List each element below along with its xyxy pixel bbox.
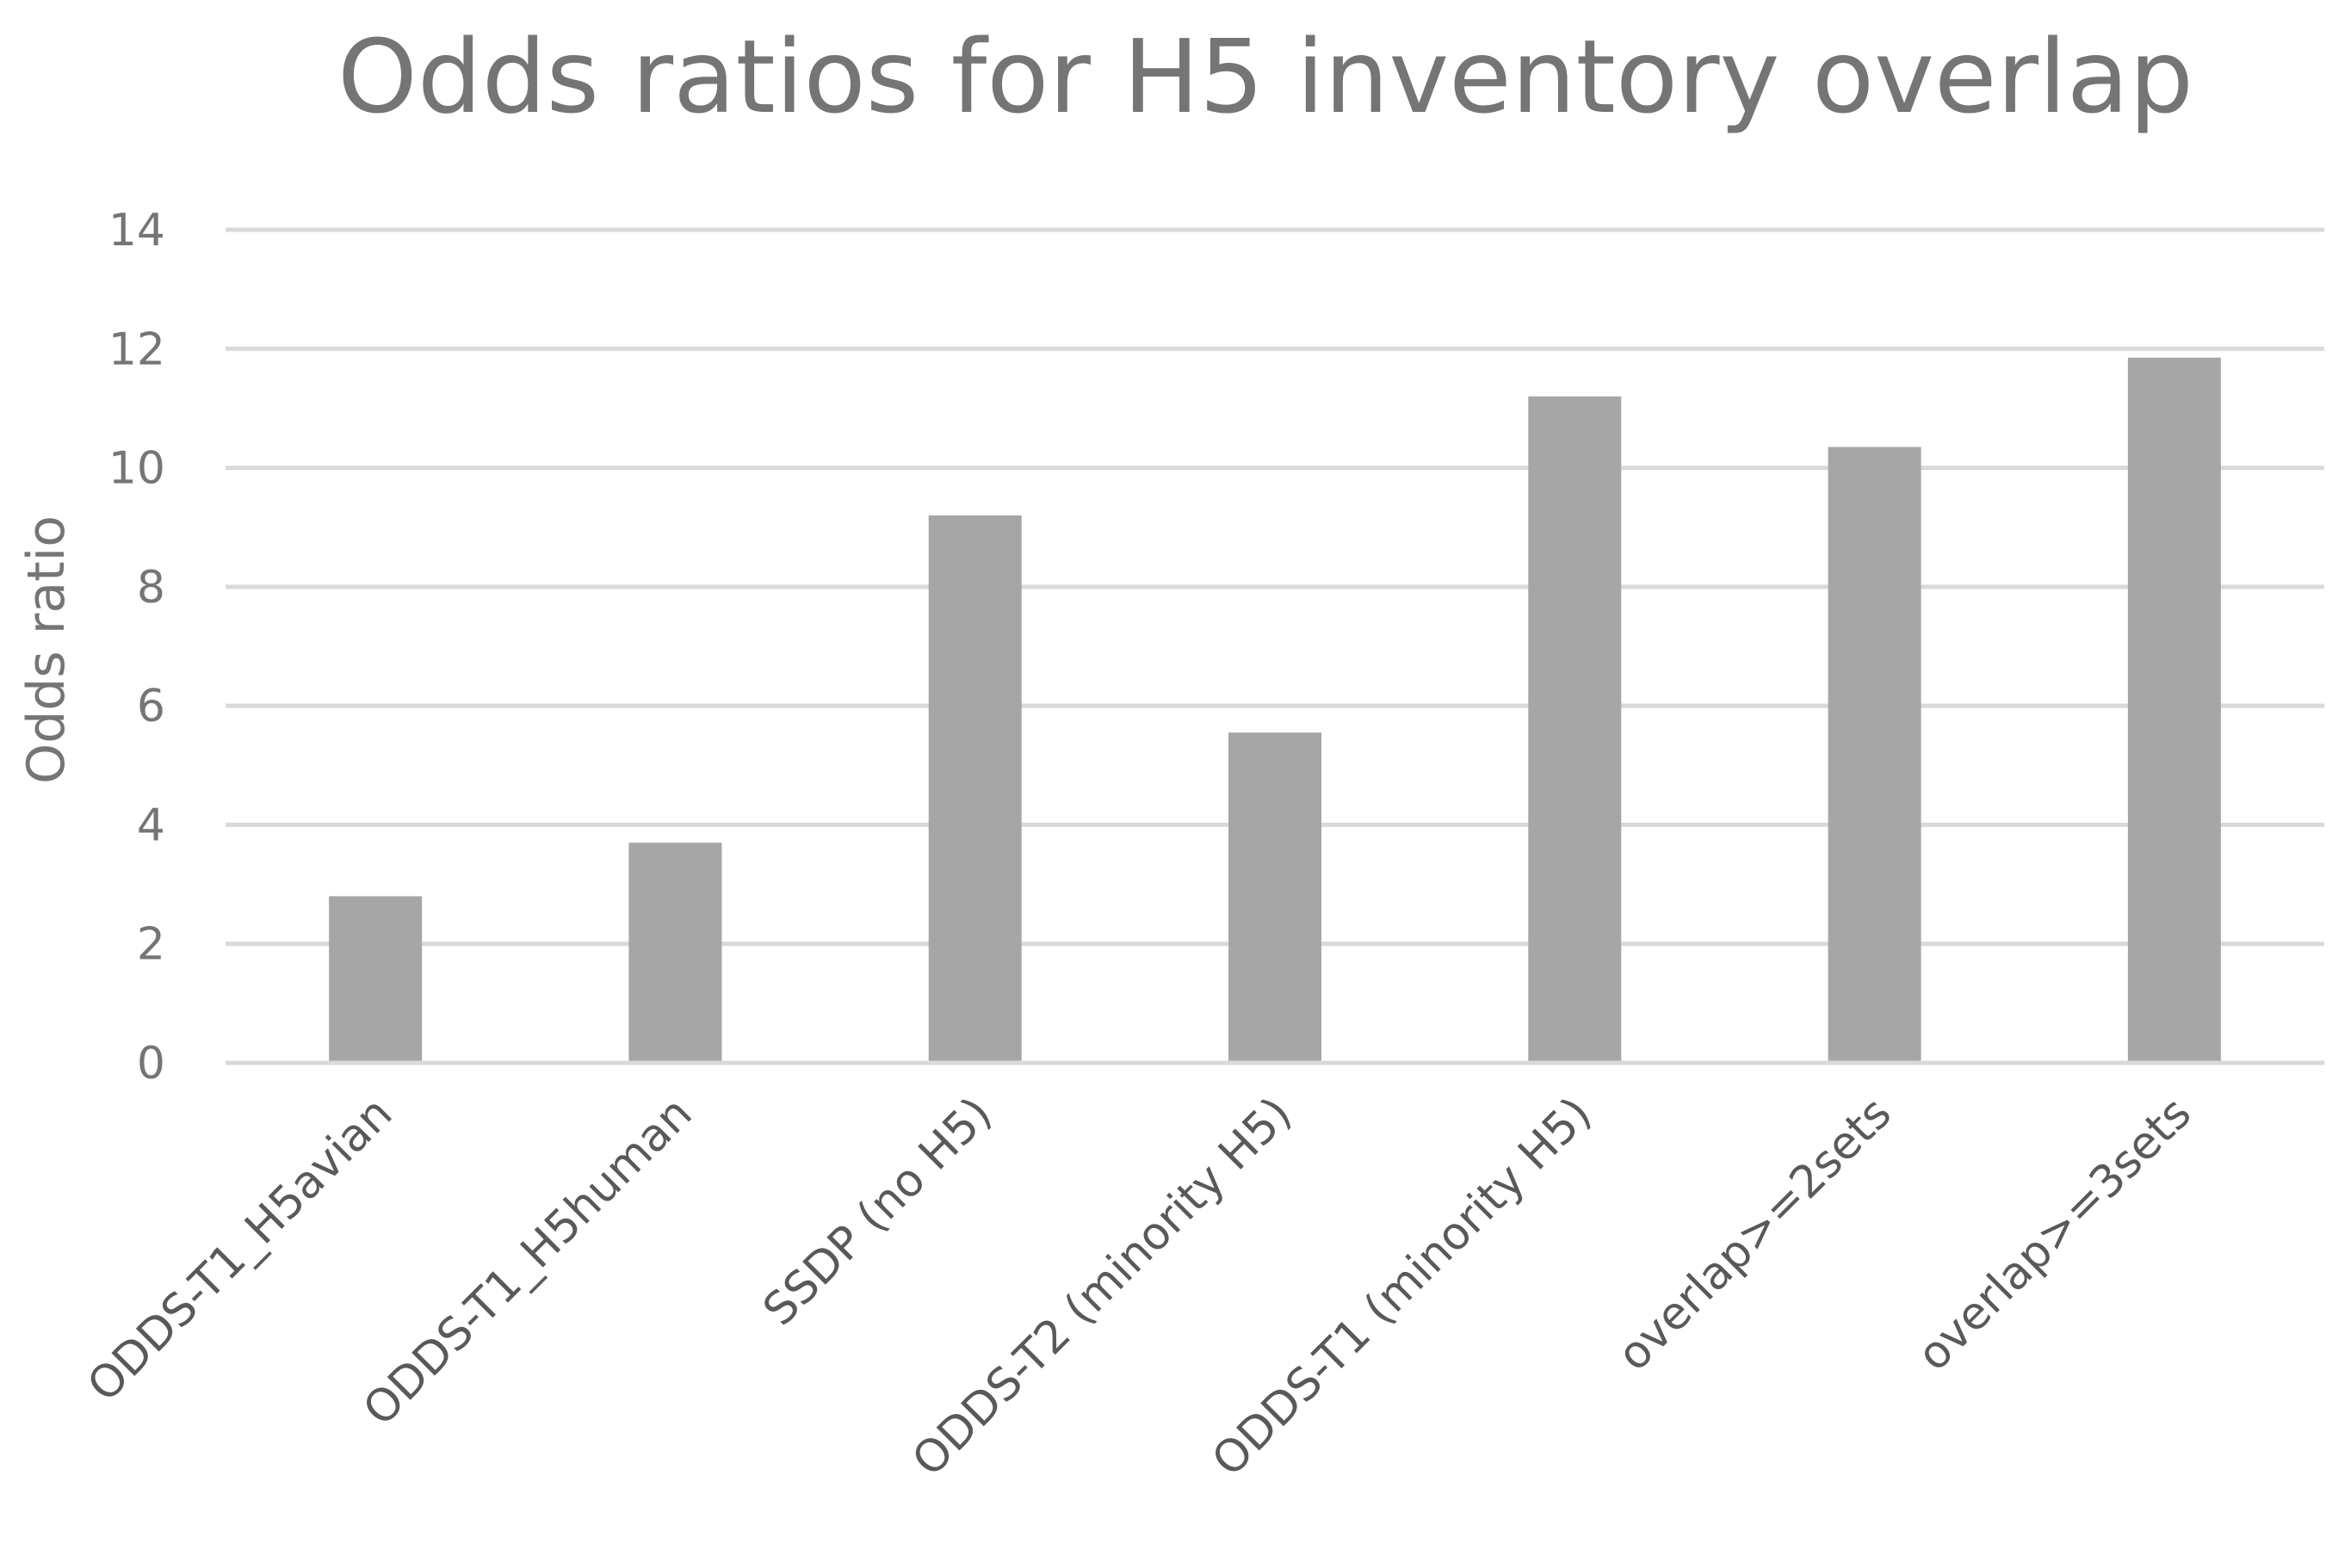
y-tick-label: 14 (108, 205, 165, 256)
gridlines (226, 227, 2324, 947)
bar-5 (1828, 447, 1921, 1063)
x-category-label: overlap>=2sets (1608, 1088, 1902, 1381)
chart-title: Odds ratios for H5 inventory overlap (337, 17, 2193, 136)
x-category-label: ODDS-T1_H5avian (77, 1088, 402, 1412)
bars (329, 357, 2221, 1064)
y-axis-ticks: 0 2 4 6 8 10 12 14 (108, 205, 165, 1090)
y-tick-label: 10 (108, 443, 165, 495)
y-tick-label: 12 (108, 324, 165, 375)
y-tick-label: 2 (137, 919, 165, 971)
y-axis-label: Odds ratio (16, 515, 77, 784)
bar-0 (329, 896, 423, 1063)
x-category-label: overlap>=3sets (1908, 1088, 2201, 1381)
x-category-label: ODDS-T1_H5human (354, 1088, 702, 1436)
y-tick-label: 8 (137, 562, 165, 614)
x-category-label: SSDP (no H5) (753, 1088, 1002, 1337)
bar-3 (1228, 732, 1321, 1063)
bar-1 (628, 843, 722, 1063)
y-tick-label: 6 (137, 681, 165, 732)
y-tick-label: 0 (137, 1038, 165, 1090)
bar-2 (928, 515, 1022, 1063)
y-tick-label: 4 (137, 799, 165, 851)
bar-6 (2127, 357, 2221, 1064)
bar-4 (1528, 396, 1622, 1064)
